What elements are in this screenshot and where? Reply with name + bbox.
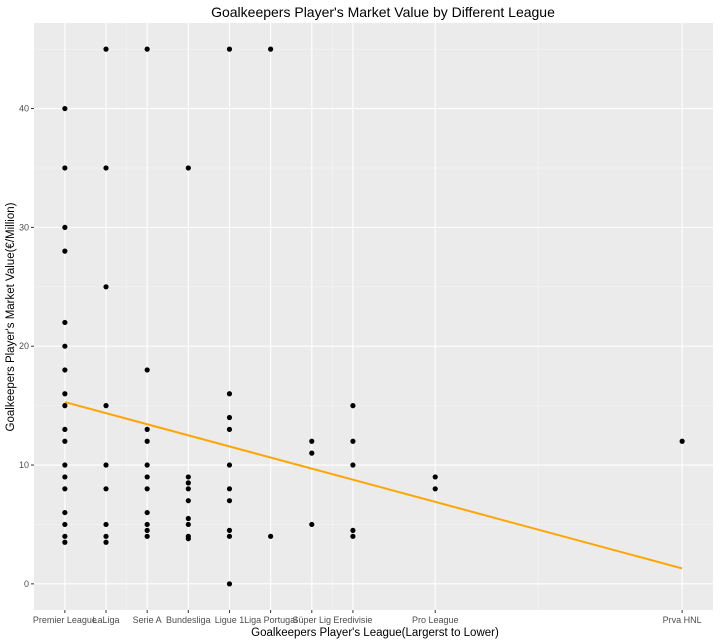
data-point: [62, 539, 68, 545]
data-point: [144, 486, 150, 492]
data-point: [309, 438, 315, 444]
data-point: [226, 533, 233, 539]
data-point: [144, 367, 150, 373]
data-point: [185, 515, 191, 522]
trend-line: [64, 401, 683, 570]
data-point: [144, 46, 150, 52]
data-point: [185, 521, 191, 528]
data-point: [226, 498, 233, 504]
data-point: [226, 527, 233, 533]
data-point: [103, 533, 109, 539]
data-point: [62, 224, 68, 230]
data-point: [62, 367, 68, 373]
data-point: [185, 165, 191, 171]
data-point: [62, 462, 68, 468]
data-point: [62, 509, 68, 516]
data-point: [103, 486, 109, 492]
data-point: [226, 486, 233, 492]
data-point: [185, 536, 191, 542]
data-point: [62, 486, 68, 492]
data-point: [185, 480, 191, 486]
data-point: [62, 319, 68, 326]
data-point: [144, 527, 150, 533]
data-point: [309, 521, 315, 528]
data-point: [62, 343, 68, 349]
data-point: [268, 533, 274, 539]
data-point: [103, 165, 109, 171]
y-axis-title: Goalkeepers Player's Market Value(€/Mill…: [5, 202, 17, 431]
data-point: [144, 533, 150, 539]
data-point: [103, 284, 109, 290]
data-point: [103, 539, 109, 545]
data-point: [144, 474, 150, 480]
chart-title: Goalkeepers Player's Market Value by Dif…: [211, 4, 555, 20]
y-tick-label: 30: [19, 222, 29, 232]
y-tick-label: 20: [19, 341, 29, 351]
data-point: [432, 474, 438, 480]
data-point: [62, 403, 68, 409]
data-point: [350, 438, 356, 444]
data-point: [679, 438, 685, 444]
data-point: [144, 462, 150, 468]
y-tick-label: 10: [19, 460, 29, 470]
x-tick-label: Ligue 1: [215, 615, 245, 625]
data-point: [62, 438, 68, 444]
data-point: [226, 46, 233, 52]
data-point: [62, 533, 68, 539]
y-axis: 0 10 20 30 40: [19, 104, 34, 589]
data-point: [62, 248, 68, 254]
data-point: [144, 426, 150, 432]
data-point: [62, 105, 68, 112]
x-tick-label: Pro League: [412, 615, 459, 625]
data-point: [350, 533, 356, 539]
data-point: [103, 403, 109, 409]
data-point: [62, 474, 68, 480]
x-tick-label: Serie A: [133, 615, 162, 625]
data-point: [103, 46, 109, 52]
data-point: [62, 165, 68, 171]
data-point: [62, 426, 68, 432]
data-point: [309, 450, 315, 456]
data-point: [103, 462, 109, 468]
data-point: [226, 581, 233, 587]
data-point: [103, 521, 109, 528]
data-point: [226, 414, 233, 421]
x-tick-label: Bundesliga: [166, 615, 211, 625]
data-point: [185, 486, 191, 492]
data-point: [62, 391, 68, 397]
x-axis-title: Goalkeepers Player's League(Largerst to …: [251, 627, 499, 639]
x-tick-label: Liga Portugal: [244, 615, 297, 625]
x-tick-label: Eredivisie: [333, 615, 372, 625]
data-point: [144, 521, 150, 528]
data-point: [62, 521, 68, 528]
data-point: [185, 498, 191, 504]
plot-panel: [34, 23, 713, 610]
data-point: [226, 426, 233, 432]
data-point: [432, 486, 438, 492]
x-tick-label: Premier League: [33, 615, 97, 625]
y-tick-label: 40: [19, 104, 29, 114]
x-tick-label: Prva HNL: [663, 615, 702, 625]
data-point: [144, 509, 150, 516]
data-point: [226, 391, 233, 397]
data-point: [350, 403, 356, 409]
data-point: [144, 438, 150, 444]
data-point: [268, 46, 274, 52]
data-point: [226, 462, 233, 468]
y-tick-label: 0: [24, 579, 29, 589]
points-layer: [62, 46, 685, 587]
data-point: [350, 462, 356, 468]
data-point: [350, 527, 356, 533]
x-tick-label: Süper Lig: [293, 615, 332, 625]
x-tick-label: LaLiga: [92, 615, 119, 625]
data-point: [185, 474, 191, 480]
